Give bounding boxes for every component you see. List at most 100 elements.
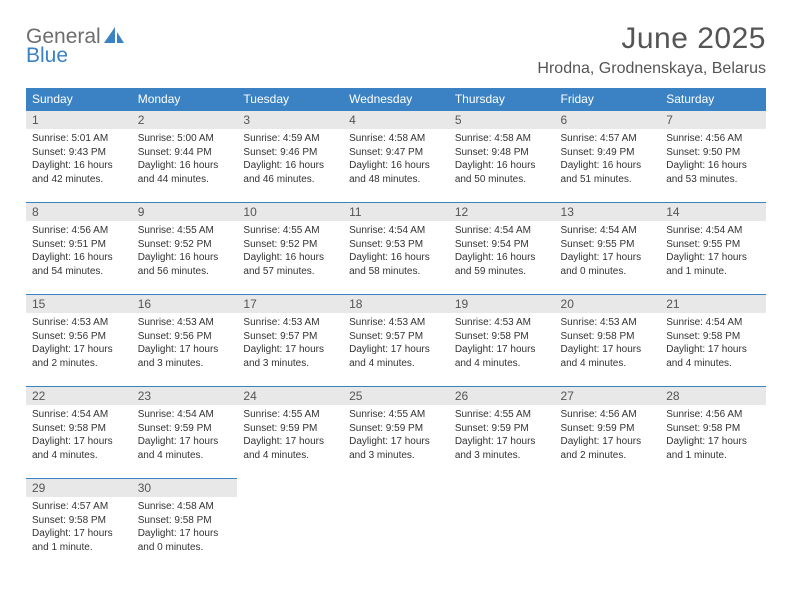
- sunrise-text: Sunrise: 4:53 AM: [455, 316, 549, 330]
- daylight-text: Daylight: 17 hours and 3 minutes.: [138, 343, 232, 370]
- daylight-text: Daylight: 17 hours and 4 minutes.: [455, 343, 549, 370]
- day-number: 16: [132, 294, 238, 313]
- calendar-cell: 12Sunrise: 4:54 AMSunset: 9:54 PMDayligh…: [449, 202, 555, 294]
- daylight-text: Daylight: 17 hours and 2 minutes.: [32, 343, 126, 370]
- calendar-cell: 5Sunrise: 4:58 AMSunset: 9:48 PMDaylight…: [449, 110, 555, 202]
- calendar-cell: 7Sunrise: 4:56 AMSunset: 9:50 PMDaylight…: [660, 110, 766, 202]
- day-number: 25: [343, 386, 449, 405]
- daylight-text: Daylight: 17 hours and 4 minutes.: [561, 343, 655, 370]
- calendar-cell: 14Sunrise: 4:54 AMSunset: 9:55 PMDayligh…: [660, 202, 766, 294]
- daylight-text: Daylight: 17 hours and 4 minutes.: [349, 343, 443, 370]
- calendar-cell: 22Sunrise: 4:54 AMSunset: 9:58 PMDayligh…: [26, 386, 132, 478]
- sunset-text: Sunset: 9:58 PM: [666, 330, 760, 344]
- day-cell: 21Sunrise: 4:54 AMSunset: 9:58 PMDayligh…: [660, 294, 766, 386]
- sunset-text: Sunset: 9:43 PM: [32, 146, 126, 160]
- sunset-text: Sunset: 9:58 PM: [32, 514, 126, 528]
- sunset-text: Sunset: 9:51 PM: [32, 238, 126, 252]
- day-number: 17: [237, 294, 343, 313]
- day-details: Sunrise: 4:56 AMSunset: 9:58 PMDaylight:…: [660, 405, 766, 466]
- calendar-cell: 10Sunrise: 4:55 AMSunset: 9:52 PMDayligh…: [237, 202, 343, 294]
- sunrise-text: Sunrise: 4:55 AM: [349, 408, 443, 422]
- brand-word-bottom: Blue: [26, 45, 124, 66]
- sunrise-text: Sunrise: 4:54 AM: [561, 224, 655, 238]
- calendar-cell: 6Sunrise: 4:57 AMSunset: 9:49 PMDaylight…: [555, 110, 661, 202]
- day-details: Sunrise: 4:54 AMSunset: 9:58 PMDaylight:…: [26, 405, 132, 466]
- calendar-cell: 11Sunrise: 4:54 AMSunset: 9:53 PMDayligh…: [343, 202, 449, 294]
- daylight-text: Daylight: 16 hours and 44 minutes.: [138, 159, 232, 186]
- day-cell: 3Sunrise: 4:59 AMSunset: 9:46 PMDaylight…: [237, 110, 343, 202]
- calendar-cell-empty: [237, 478, 343, 570]
- weekday-header: Saturday: [660, 88, 766, 110]
- daylight-text: Daylight: 16 hours and 50 minutes.: [455, 159, 549, 186]
- sunrise-text: Sunrise: 4:53 AM: [349, 316, 443, 330]
- day-cell: 20Sunrise: 4:53 AMSunset: 9:58 PMDayligh…: [555, 294, 661, 386]
- day-number: 19: [449, 294, 555, 313]
- day-details: Sunrise: 4:57 AMSunset: 9:49 PMDaylight:…: [555, 129, 661, 190]
- sunrise-text: Sunrise: 4:54 AM: [666, 224, 760, 238]
- sunrise-text: Sunrise: 4:58 AM: [138, 500, 232, 514]
- weekday-header: Tuesday: [237, 88, 343, 110]
- sunset-text: Sunset: 9:50 PM: [666, 146, 760, 160]
- day-details: Sunrise: 4:55 AMSunset: 9:59 PMDaylight:…: [449, 405, 555, 466]
- calendar-cell: 24Sunrise: 4:55 AMSunset: 9:59 PMDayligh…: [237, 386, 343, 478]
- daylight-text: Daylight: 16 hours and 48 minutes.: [349, 159, 443, 186]
- sunset-text: Sunset: 9:46 PM: [243, 146, 337, 160]
- sunrise-text: Sunrise: 5:01 AM: [32, 132, 126, 146]
- day-cell: 18Sunrise: 4:53 AMSunset: 9:57 PMDayligh…: [343, 294, 449, 386]
- sunset-text: Sunset: 9:58 PM: [561, 330, 655, 344]
- day-details: Sunrise: 4:55 AMSunset: 9:52 PMDaylight:…: [237, 221, 343, 282]
- sunset-text: Sunset: 9:59 PM: [243, 422, 337, 436]
- day-cell: 7Sunrise: 4:56 AMSunset: 9:50 PMDaylight…: [660, 110, 766, 202]
- day-details: Sunrise: 4:58 AMSunset: 9:47 PMDaylight:…: [343, 129, 449, 190]
- sunset-text: Sunset: 9:56 PM: [32, 330, 126, 344]
- daylight-text: Daylight: 17 hours and 0 minutes.: [561, 251, 655, 278]
- calendar-row: 15Sunrise: 4:53 AMSunset: 9:56 PMDayligh…: [26, 294, 766, 386]
- day-details: Sunrise: 4:54 AMSunset: 9:55 PMDaylight:…: [660, 221, 766, 282]
- sunrise-text: Sunrise: 4:54 AM: [138, 408, 232, 422]
- day-cell: 9Sunrise: 4:55 AMSunset: 9:52 PMDaylight…: [132, 202, 238, 294]
- sunset-text: Sunset: 9:52 PM: [138, 238, 232, 252]
- calendar-body: 1Sunrise: 5:01 AMSunset: 9:43 PMDaylight…: [26, 110, 766, 570]
- day-number: 30: [132, 478, 238, 497]
- day-details: Sunrise: 4:59 AMSunset: 9:46 PMDaylight:…: [237, 129, 343, 190]
- sunrise-text: Sunrise: 4:55 AM: [138, 224, 232, 238]
- location-text: Hrodna, Grodnenskaya, Belarus: [537, 60, 766, 78]
- sunrise-text: Sunrise: 4:57 AM: [561, 132, 655, 146]
- weekday-header: Friday: [555, 88, 661, 110]
- day-details: Sunrise: 4:53 AMSunset: 9:56 PMDaylight:…: [26, 313, 132, 374]
- daylight-text: Daylight: 16 hours and 56 minutes.: [138, 251, 232, 278]
- day-cell: 1Sunrise: 5:01 AMSunset: 9:43 PMDaylight…: [26, 110, 132, 202]
- day-cell: 4Sunrise: 4:58 AMSunset: 9:47 PMDaylight…: [343, 110, 449, 202]
- day-details: Sunrise: 4:57 AMSunset: 9:58 PMDaylight:…: [26, 497, 132, 558]
- day-details: Sunrise: 4:53 AMSunset: 9:58 PMDaylight:…: [449, 313, 555, 374]
- daylight-text: Daylight: 16 hours and 51 minutes.: [561, 159, 655, 186]
- brand-sail-icon: [104, 27, 124, 43]
- day-details: Sunrise: 4:55 AMSunset: 9:59 PMDaylight:…: [237, 405, 343, 466]
- daylight-text: Daylight: 17 hours and 1 minute.: [666, 435, 760, 462]
- calendar-cell: 20Sunrise: 4:53 AMSunset: 9:58 PMDayligh…: [555, 294, 661, 386]
- day-cell: 29Sunrise: 4:57 AMSunset: 9:58 PMDayligh…: [26, 478, 132, 570]
- daylight-text: Daylight: 17 hours and 4 minutes.: [243, 435, 337, 462]
- sunset-text: Sunset: 9:58 PM: [138, 514, 232, 528]
- sunset-text: Sunset: 9:55 PM: [561, 238, 655, 252]
- day-cell: 13Sunrise: 4:54 AMSunset: 9:55 PMDayligh…: [555, 202, 661, 294]
- day-cell: 17Sunrise: 4:53 AMSunset: 9:57 PMDayligh…: [237, 294, 343, 386]
- calendar-cell: 13Sunrise: 4:54 AMSunset: 9:55 PMDayligh…: [555, 202, 661, 294]
- day-cell: 25Sunrise: 4:55 AMSunset: 9:59 PMDayligh…: [343, 386, 449, 478]
- sunset-text: Sunset: 9:44 PM: [138, 146, 232, 160]
- day-cell: 27Sunrise: 4:56 AMSunset: 9:59 PMDayligh…: [555, 386, 661, 478]
- day-number: 27: [555, 386, 661, 405]
- sunset-text: Sunset: 9:55 PM: [666, 238, 760, 252]
- calendar-cell: 16Sunrise: 4:53 AMSunset: 9:56 PMDayligh…: [132, 294, 238, 386]
- day-number: 5: [449, 110, 555, 129]
- daylight-text: Daylight: 16 hours and 58 minutes.: [349, 251, 443, 278]
- sunset-text: Sunset: 9:59 PM: [349, 422, 443, 436]
- sunset-text: Sunset: 9:58 PM: [666, 422, 760, 436]
- sunrise-text: Sunrise: 4:56 AM: [32, 224, 126, 238]
- sunrise-text: Sunrise: 4:54 AM: [32, 408, 126, 422]
- sunset-text: Sunset: 9:58 PM: [455, 330, 549, 344]
- day-details: Sunrise: 4:58 AMSunset: 9:48 PMDaylight:…: [449, 129, 555, 190]
- brand-logo: General Blue: [26, 26, 124, 66]
- month-title: June 2025: [537, 22, 766, 56]
- daylight-text: Daylight: 17 hours and 2 minutes.: [561, 435, 655, 462]
